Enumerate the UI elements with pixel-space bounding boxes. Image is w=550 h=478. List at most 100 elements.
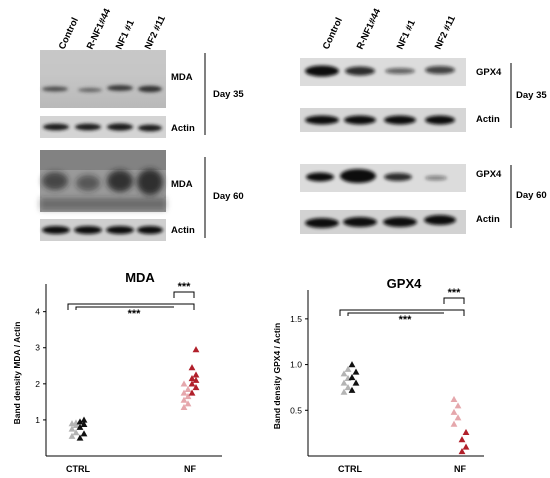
- x-tick-label: CTRL: [66, 464, 90, 474]
- y-tick-label: 1.5: [290, 314, 302, 324]
- data-point: [458, 448, 466, 455]
- lane-label: NF1 #1: [395, 18, 418, 52]
- x-tick-label: NF: [454, 464, 466, 474]
- x-tick-label: NF: [184, 464, 196, 474]
- data-point: [454, 414, 462, 421]
- significance-bracket: [173, 291, 195, 298]
- mda-scatter-chart: MDA 1 2 3 4 Band density MDA / Actin CTRL NF ***…: [12, 270, 222, 474]
- day-label: Day 35: [516, 90, 547, 101]
- blot-actin-day60: [40, 219, 166, 241]
- data-point: [340, 370, 348, 377]
- data-point: [80, 420, 88, 427]
- blot-actin-day60-right: [300, 210, 466, 234]
- data-point: [462, 428, 470, 435]
- significance-bracket: [443, 297, 465, 304]
- data-point: [188, 364, 196, 371]
- blot-mda-day60: [40, 150, 166, 212]
- blot-label-actin: Actin: [171, 225, 195, 236]
- data-point: [352, 379, 360, 386]
- significance-bracket: [339, 309, 465, 316]
- blot-label-actin: Actin: [476, 114, 500, 125]
- data-point: [72, 429, 80, 436]
- day-label: Day 60: [516, 190, 547, 201]
- blot-label-mda: MDA: [171, 72, 193, 83]
- data-point: [76, 423, 84, 430]
- data-point: [184, 400, 192, 407]
- right-lane-labels: Control R-NF1#44 NF1 #1 NF2 #11: [321, 6, 458, 51]
- data-point: [180, 380, 188, 387]
- blot-label-actin: Actin: [476, 214, 500, 225]
- x-tick-label: CTRL: [338, 464, 362, 474]
- data-point: [348, 386, 356, 393]
- lane-label: NF1 #1: [114, 18, 137, 52]
- blot-actin-day35: [40, 116, 166, 138]
- data-point: [192, 346, 200, 353]
- blot-gpx4-day35: [300, 58, 466, 86]
- lane-label: Control: [57, 16, 81, 51]
- data-point: [450, 420, 458, 427]
- chart-title: MDA: [125, 270, 155, 285]
- y-tick-label: 4: [35, 307, 40, 317]
- significance-bracket: [67, 303, 195, 310]
- y-axis-label: Band density MDA / Actin: [12, 322, 22, 425]
- blot-gpx4-day60: [300, 164, 466, 192]
- data-point: [192, 371, 200, 378]
- data-point: [340, 379, 348, 386]
- data-point: [80, 416, 88, 423]
- chart-title: GPX4: [387, 276, 422, 291]
- significance-label: ***: [448, 287, 462, 299]
- lane-label: NF2 #11: [433, 13, 458, 51]
- data-point: [76, 434, 84, 441]
- data-point: [188, 380, 196, 387]
- data-point: [340, 388, 348, 395]
- data-point: [188, 389, 196, 396]
- significance-bracket: [75, 306, 174, 310]
- significance-bracket: [347, 312, 444, 316]
- data-point: [344, 384, 352, 391]
- data-point: [180, 389, 188, 396]
- significance-label: ***: [399, 314, 413, 326]
- blot-actin-day35-right: [300, 108, 466, 132]
- y-axis-label: Band density GPX4 / Actin: [272, 323, 282, 429]
- blot-label-mda: MDA: [171, 179, 193, 190]
- lane-label: R-NF1#44: [85, 6, 114, 51]
- day-label: Day 35: [213, 89, 244, 100]
- data-point: [458, 436, 466, 443]
- data-point: [68, 425, 76, 432]
- data-point: [184, 385, 192, 392]
- y-tick-label: 1: [35, 415, 40, 425]
- significance-label: ***: [178, 281, 192, 293]
- data-point: [352, 368, 360, 375]
- lane-label: NF2 #11: [143, 13, 168, 51]
- data-point: [192, 384, 200, 391]
- blot-label-actin: Actin: [171, 123, 195, 134]
- data-point: [68, 432, 76, 439]
- gpx4-scatter-chart: GPX4 0.5 1.0 1.5 Band density GPX4 / Actin CT…: [272, 276, 484, 474]
- y-tick-label: 2: [35, 379, 40, 389]
- data-point: [180, 403, 188, 411]
- lane-label: Control: [321, 16, 345, 51]
- data-point: [450, 408, 458, 415]
- data-point: [192, 376, 200, 383]
- lane-label: R-NF1#44: [355, 6, 384, 51]
- blot-label-gpx4: GPX4: [476, 169, 502, 180]
- data-point: [450, 395, 458, 403]
- y-tick-label: 0.5: [290, 405, 302, 415]
- data-point: [76, 418, 84, 425]
- data-point: [180, 396, 188, 403]
- data-point: [348, 373, 356, 381]
- data-point: [462, 443, 470, 450]
- blot-mda-day35: [40, 50, 166, 108]
- data-point: [188, 375, 196, 382]
- y-tick-label: 3: [35, 343, 40, 353]
- data-point: [80, 430, 88, 437]
- data-point: [344, 365, 352, 372]
- significance-label: ***: [128, 308, 142, 320]
- blot-label-gpx4: GPX4: [476, 67, 502, 78]
- y-tick-label: 1.0: [290, 360, 302, 370]
- day-label: Day 60: [213, 191, 244, 202]
- data-point: [184, 393, 192, 400]
- data-point: [454, 402, 462, 409]
- data-point: [348, 361, 356, 368]
